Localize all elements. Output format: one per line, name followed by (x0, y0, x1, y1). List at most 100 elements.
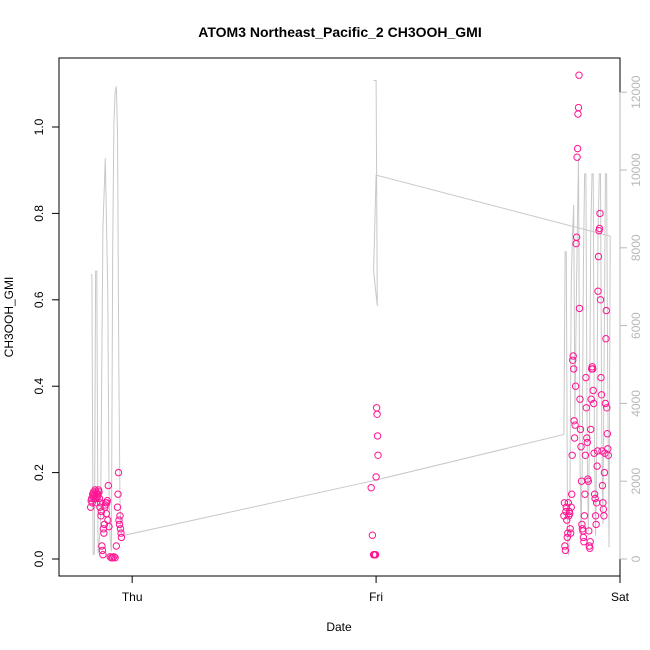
data-point (373, 410, 381, 418)
data-point (597, 373, 605, 382)
data-point (569, 356, 577, 364)
y-axis-right: 0 2000 4000 6000 8000 10000 12000 (619, 75, 643, 562)
data-point (583, 434, 591, 442)
data-point (597, 391, 606, 399)
y-tick-label: 0.6 (32, 291, 46, 308)
y-tick-label: 0.8 (32, 205, 46, 222)
data-point (596, 296, 605, 304)
y2-tick-label: 2000 (629, 468, 643, 495)
x-tick-label: Fri (369, 590, 383, 604)
data-point (98, 542, 106, 550)
data-point (574, 110, 582, 118)
x-tick-label: Sat (611, 590, 630, 604)
data-point (109, 554, 117, 562)
data-point (576, 425, 585, 434)
y2-tick-label: 0 (629, 555, 643, 562)
data-point (561, 542, 569, 550)
data-point (110, 553, 118, 561)
data-point (581, 451, 590, 459)
plot-frame (58, 57, 621, 577)
data-point (99, 551, 107, 559)
data-point (582, 373, 590, 382)
data-point (603, 404, 611, 412)
data-point (564, 529, 572, 537)
data-point (590, 399, 598, 408)
data-point (604, 451, 612, 459)
data-point (596, 209, 604, 218)
data-point (600, 512, 608, 520)
data-point (111, 554, 119, 562)
data-point (116, 525, 125, 533)
x-tick-label: Thu (122, 590, 143, 604)
data-point (603, 430, 611, 438)
data-point (373, 432, 382, 440)
data-point (567, 503, 575, 511)
data-point (570, 434, 579, 442)
line-series (90, 80, 611, 556)
data-point (117, 533, 126, 542)
data-point (602, 306, 610, 315)
scatter-series (87, 71, 612, 562)
y2-tick-label: 4000 (629, 390, 643, 417)
y-tick-label: 0.4 (32, 378, 46, 395)
data-point (114, 490, 122, 498)
data-point (594, 252, 603, 261)
chart-title: ATOM3 Northeast_Pacific_2 CH3OOH_GMI (198, 24, 481, 40)
data-point (374, 451, 382, 459)
y-axis-label: CH3OOH_GMI (2, 277, 16, 358)
data-point (570, 417, 578, 425)
data-point (115, 520, 124, 529)
data-point (103, 497, 112, 505)
y2-tick-label: 10000 (629, 153, 643, 187)
data-point (560, 499, 569, 507)
data-point (95, 494, 104, 503)
data-point (593, 462, 601, 470)
y-tick-label: 0.0 (32, 550, 46, 567)
data-point (580, 538, 588, 546)
data-point (573, 153, 581, 161)
data-point (591, 494, 599, 503)
data-point (367, 484, 375, 492)
data-point (371, 551, 380, 559)
data-point (574, 103, 583, 112)
data-point (589, 386, 597, 395)
data-point (569, 352, 577, 360)
data-point (116, 512, 124, 520)
data-point (590, 490, 599, 498)
data-point (568, 451, 576, 459)
data-point (105, 522, 113, 531)
data-point (104, 481, 113, 490)
data-point (577, 443, 585, 451)
data-point (567, 529, 575, 537)
data-point (573, 144, 582, 153)
x-axis: Thu Fri Sat (122, 575, 630, 604)
data-point (602, 335, 610, 343)
data-point (582, 404, 590, 412)
data-point (563, 516, 571, 524)
data-point (583, 438, 591, 447)
data-point (580, 512, 589, 520)
data-point (575, 71, 583, 79)
data-point (592, 520, 600, 529)
data-point (368, 531, 377, 539)
y2-tick-label: 12000 (629, 75, 643, 109)
data-point (561, 546, 570, 555)
data-point (100, 529, 108, 537)
y-axis-left: 0.0 0.2 0.4 0.6 0.8 1.0 (32, 118, 60, 567)
x-axis-label: Date (326, 620, 352, 634)
data-point (581, 490, 589, 498)
data-point (570, 365, 578, 373)
data-point (117, 529, 125, 537)
data-point (591, 512, 600, 520)
altitude-line (90, 80, 611, 556)
data-point (568, 490, 576, 498)
data-point (114, 468, 123, 477)
data-point (598, 481, 607, 490)
data-point (576, 395, 584, 403)
data-point (594, 287, 602, 295)
y-tick-label: 1.0 (32, 118, 46, 135)
data-point (566, 525, 574, 533)
data-point (595, 224, 604, 233)
data-point (587, 395, 595, 403)
